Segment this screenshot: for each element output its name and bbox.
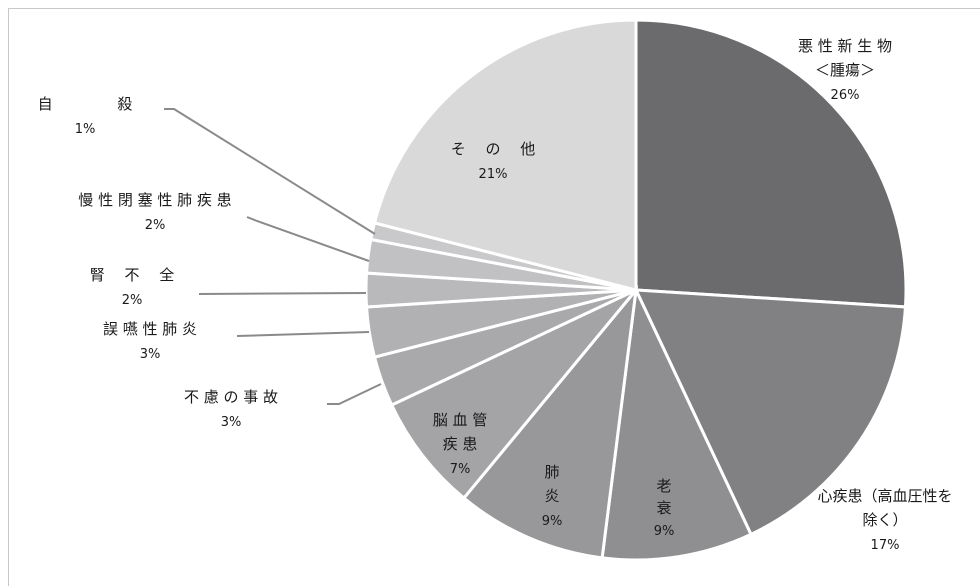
- pie-slice-1: [634, 18, 908, 309]
- slice-label-9: 慢 性 閉 塞 性 肺 疾 患 2%: [78, 191, 231, 233]
- leader-line-9: [246, 216, 370, 262]
- pie-slice-5: [389, 288, 638, 501]
- slice-label-11: そ の 他 21%: [451, 140, 536, 182]
- pie-slice-4: [461, 285, 639, 560]
- pie-slices: [364, 18, 908, 562]
- slice-label-4: 肺炎 9%: [542, 463, 563, 529]
- leader-line-10: [164, 108, 376, 235]
- chart-frame: 悪 性 新 生 物＜腫瘍＞ 26% 心疾患（高血圧性を除く） 17% 老衰 9% 肺炎 9% 脳…: [8, 8, 980, 586]
- slice-label-10: 自 殺 1%: [38, 95, 133, 137]
- slice-label-2: 心疾患（高血圧性を除く） 17%: [817, 487, 952, 553]
- slice-label-3: 老衰 9%: [654, 477, 675, 539]
- slice-labels: 悪 性 新 生 物＜腫瘍＞ 26% 心疾患（高血圧性を除く） 17% 老衰 9% 肺炎 9% 脳…: [38, 37, 953, 553]
- leader-line-7: [236, 331, 370, 337]
- pie-slice-11: [372, 18, 638, 292]
- leader-line-6: [327, 383, 382, 405]
- slice-label-5: 脳 血 管疾 患 7%: [433, 411, 488, 477]
- slice-label-6: 不 慮 の 事 故 3%: [184, 388, 278, 430]
- slice-label-1: 悪 性 新 生 物＜腫瘍＞ 26%: [798, 37, 892, 103]
- leader-lines: [164, 108, 382, 405]
- pie-chart: 悪 性 新 生 物＜腫瘍＞ 26% 心疾患（高血圧性を除く） 17% 老衰 9% 肺炎 9% 脳…: [38, 18, 953, 562]
- slice-label-8: 腎 不 全 2%: [90, 266, 175, 308]
- leader-line-8: [198, 292, 367, 295]
- pie-slice-2: [633, 288, 908, 537]
- slice-label-7: 誤 嚥 性 肺 炎 3%: [103, 320, 197, 362]
- pie-slice-3: [600, 284, 753, 562]
